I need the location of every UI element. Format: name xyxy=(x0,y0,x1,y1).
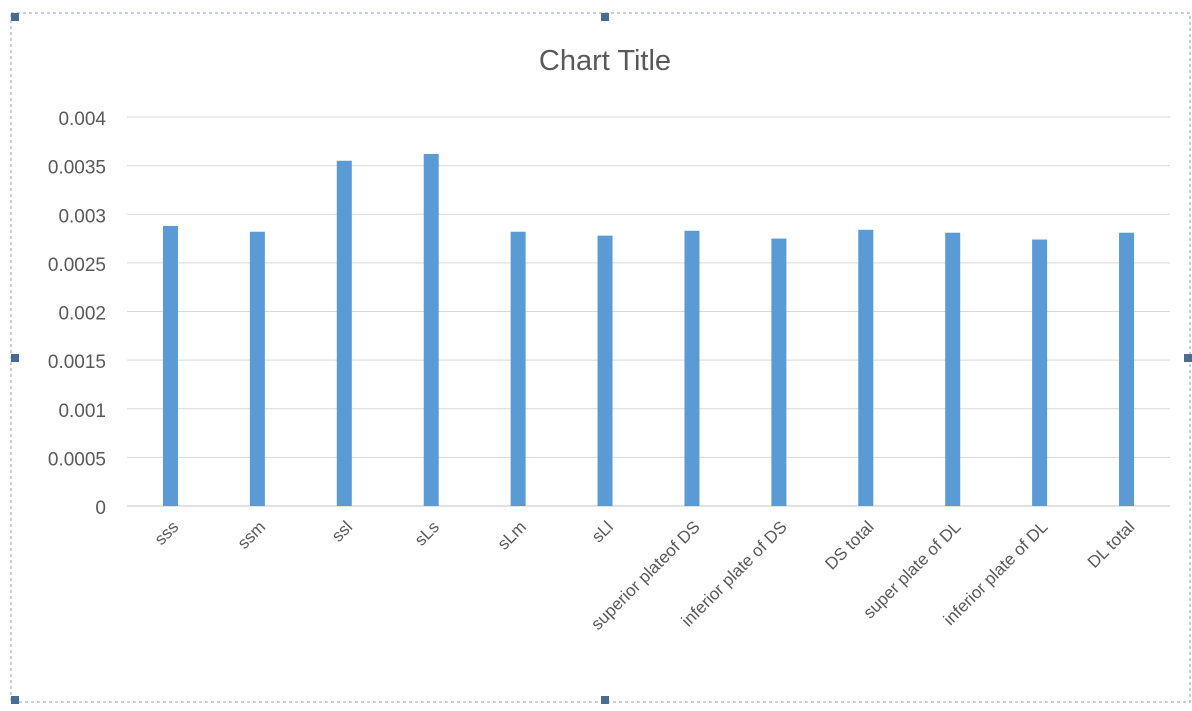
bar[interactable] xyxy=(510,231,526,506)
y-tick-label: 0.0035 xyxy=(48,158,106,179)
x-tick-label: ssl xyxy=(328,517,356,545)
x-tick-label: sLl xyxy=(588,517,617,546)
y-tick-label: 0.0005 xyxy=(48,449,106,470)
bar[interactable] xyxy=(597,235,613,506)
bar[interactable] xyxy=(336,160,352,506)
bar[interactable] xyxy=(1032,239,1048,506)
y-tick-label: 0.001 xyxy=(58,401,106,422)
bar[interactable] xyxy=(249,231,265,506)
handle-bottom-left[interactable] xyxy=(11,696,19,704)
y-tick-label: 0.003 xyxy=(58,206,106,227)
x-tick-label: sLs xyxy=(411,517,443,549)
y-tick-label: 0.0015 xyxy=(48,352,106,373)
handle-bottom-center[interactable] xyxy=(601,696,609,704)
x-tick-label: ssm xyxy=(234,517,269,552)
handle-top-center[interactable] xyxy=(601,13,609,21)
handle-middle-left[interactable] xyxy=(11,354,19,362)
y-tick-label: 0 xyxy=(95,498,106,519)
bar[interactable] xyxy=(1119,232,1135,507)
bar[interactable] xyxy=(771,238,787,506)
y-tick-label: 0.004 xyxy=(58,109,106,130)
y-tick-label: 0.0025 xyxy=(48,255,106,276)
handle-top-left[interactable] xyxy=(11,13,19,21)
chart-selection-frame[interactable] xyxy=(10,12,1192,704)
bar[interactable] xyxy=(423,153,439,506)
bars[interactable] xyxy=(162,153,1135,507)
bar[interactable] xyxy=(945,232,961,507)
handle-middle-right[interactable] xyxy=(1184,354,1192,362)
gridlines xyxy=(127,116,1170,458)
chart-title[interactable]: Chart Title xyxy=(539,45,671,77)
x-tick-label: DS total xyxy=(821,517,877,573)
x-tick-label: sss xyxy=(151,517,182,548)
x-tick-label: sLm xyxy=(494,517,530,553)
bar[interactable] xyxy=(162,225,178,507)
bar[interactable] xyxy=(684,230,700,506)
y-tick-label: 0.002 xyxy=(58,304,106,325)
y-tick-labels: 0 0.0005 0.001 0.0015 0.002 0.0025 0.003 0.0035… xyxy=(48,109,107,519)
bar[interactable] xyxy=(858,229,874,506)
x-tick-label: DL total xyxy=(1084,517,1138,571)
